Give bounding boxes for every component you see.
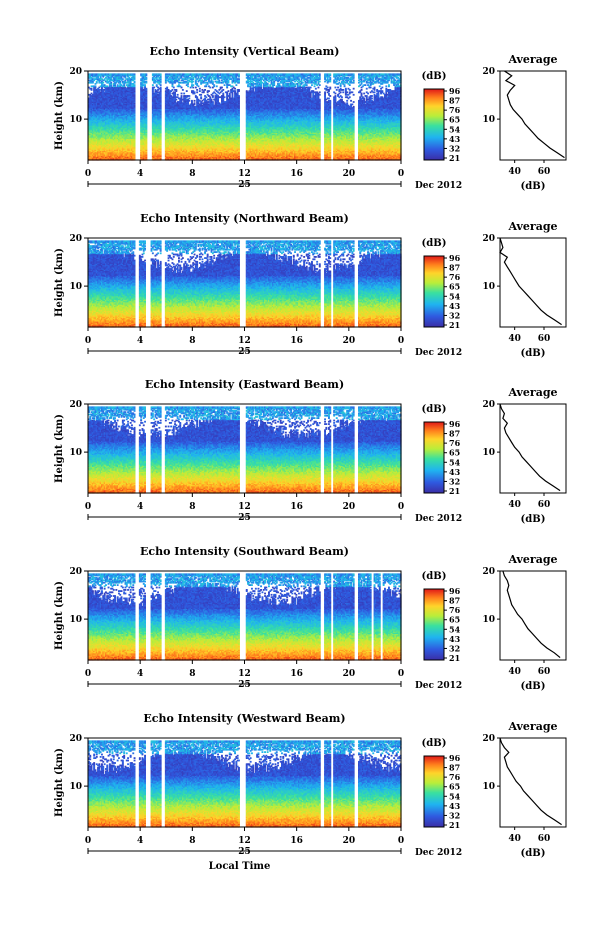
panel-title: Echo Intensity (Vertical Beam) [149,45,339,58]
heatmap-cell [91,88,93,90]
heatmap-cell [95,85,97,87]
heatmap [88,73,402,160]
beam-panel-0: Echo Intensity (Vertical Beam)2010Height… [54,45,566,192]
echo-intensity-figure: Echo Intensity (Vertical Beam)2010Height… [0,0,616,929]
